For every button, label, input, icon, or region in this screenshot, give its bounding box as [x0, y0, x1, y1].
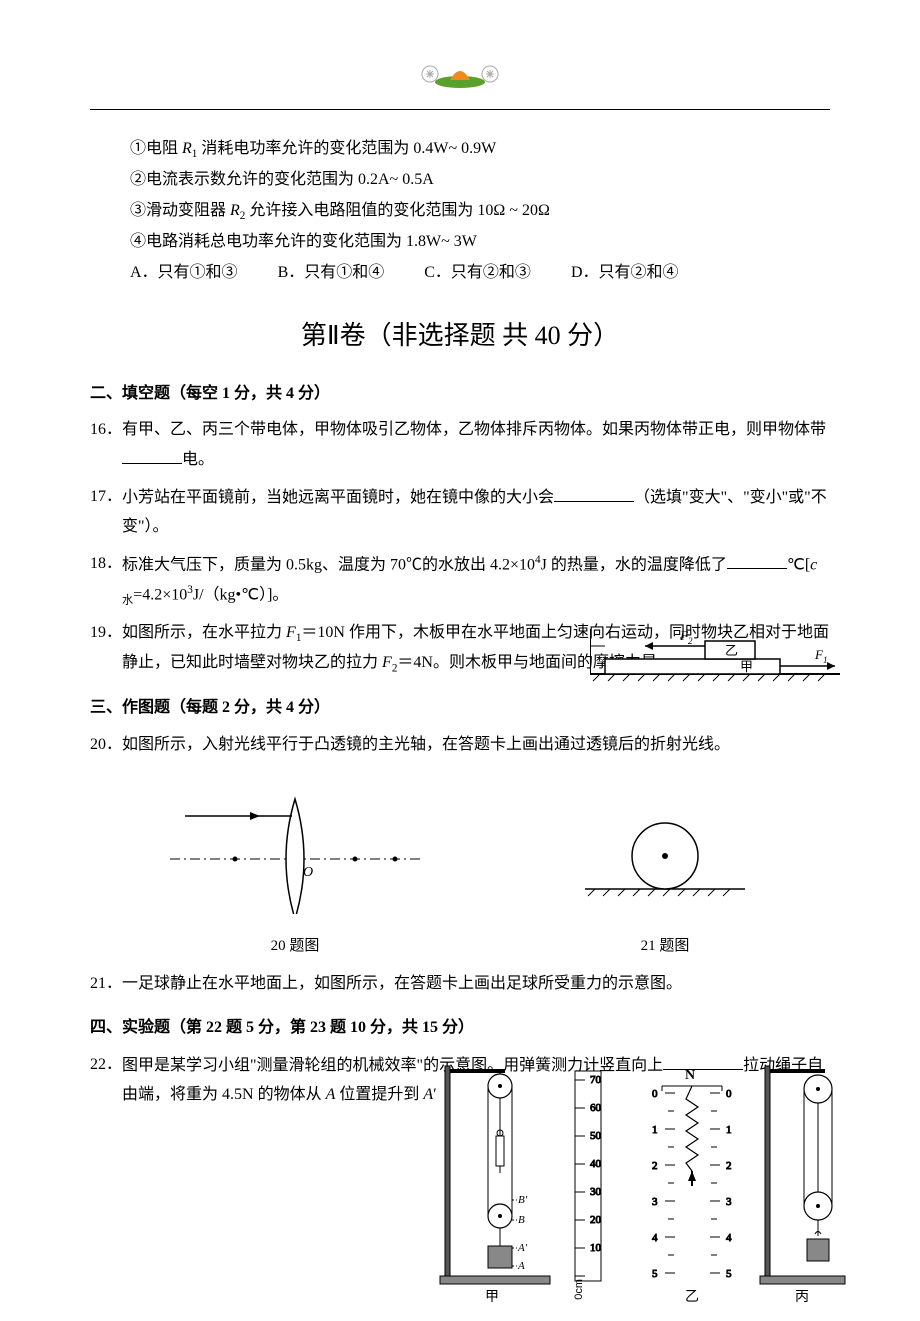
svg-text:1: 1 [726, 1124, 732, 1136]
svg-text:70: 70 [590, 1074, 602, 1086]
svg-text:B: B [518, 1214, 525, 1226]
section-2-title: 第Ⅱ卷（非选择题 共 40 分） [90, 313, 830, 360]
statement-1: ①电阻 R1 消耗电功率允许的变化范围为 0.4W~ 0.9W [130, 135, 830, 164]
figure-20-caption: 20 题图 [165, 933, 425, 960]
experiment-header: 四、实验题（第 22 题 5 分，第 23 题 10 分，共 15 分） [90, 1014, 830, 1043]
option-b: B．只有①和④ [278, 259, 385, 288]
svg-text:A: A [517, 1260, 525, 1272]
q17-text-a: 小芳站在平面镜前，当她远离平面镜时，她在镜中像的大小会 [122, 489, 554, 506]
svg-text:3: 3 [652, 1196, 658, 1208]
figure-21-caption: 21 题图 [575, 933, 755, 960]
svg-text:B′: B′ [518, 1194, 528, 1206]
question-20: 20． 如图所示，入射光线平行于凸透镜的主光轴，在答题卡上画出通过透镜后的折射光… [90, 731, 830, 760]
problem-15-statements: ①电阻 R1 消耗电功率允许的变化范围为 0.4W~ 0.9W ②电流表示数允许… [90, 135, 830, 288]
q16-body: 有甲、乙、丙三个带电体，甲物体吸引乙物体，乙物体排斥丙物体。如果丙物体带正电，则… [122, 416, 830, 475]
q22-apparatus-jia: B′ B A′ A 甲 [440, 1066, 550, 1305]
q22-label-jia: 甲 [485, 1290, 499, 1305]
question-17: 17． 小芳站在平面镜前，当她远离平面镜时，她在镜中像的大小会（选填"变大"、"… [90, 483, 830, 542]
q22-number: 22． [90, 1051, 122, 1110]
q22-label-yi: 乙 [685, 1289, 699, 1305]
svg-text:0: 0 [726, 1088, 732, 1100]
q22-figure: B′ B A′ A 甲 0cm 70 60 50 [430, 1051, 850, 1321]
q20-number: 20． [90, 731, 122, 760]
q20-label-O: O [303, 865, 313, 880]
statement-2: ②电流表示数允许的变化范围为 0.2A~ 0.5A [130, 166, 830, 195]
svg-text:0: 0 [652, 1088, 658, 1100]
option-c: C．只有②和③ [424, 259, 531, 288]
svg-text:10: 10 [590, 1242, 602, 1254]
statement-3: ③滑动变阻器 R2 允许接入电路阻值的变化范围为 10Ω ~ 20Ω [130, 197, 830, 226]
header-logo [90, 60, 830, 101]
q19-number: 19． [90, 619, 122, 679]
q19-label-jia: 甲 [740, 659, 753, 674]
q22-label-bing: 丙 [795, 1290, 809, 1305]
q18-blank [727, 550, 787, 569]
options-row: A．只有①和③ B．只有①和④ C．只有②和③ D．只有②和④ [130, 259, 830, 288]
q17-body: 小芳站在平面镜前，当她远离平面镜时，她在镜中像的大小会（选填"变大"、"变小"或… [122, 483, 830, 542]
q16-number: 16． [90, 416, 122, 475]
svg-text:N: N [685, 1068, 695, 1083]
q16-text-a: 有甲、乙、丙三个带电体，甲物体吸引乙物体，乙物体排斥丙物体。如果丙物体带正电，则… [122, 421, 826, 438]
question-16: 16． 有甲、乙、丙三个带电体，甲物体吸引乙物体，乙物体排斥丙物体。如果丙物体带… [90, 416, 830, 475]
svg-text:F2: F2 [679, 628, 693, 646]
q18-body: 标准大气压下，质量为 0.5kg、温度为 70℃的水放出 4.2×104J 的热… [122, 550, 830, 611]
svg-text:3: 3 [726, 1196, 732, 1208]
option-a: A．只有①和③ [130, 259, 238, 288]
svg-text:4: 4 [652, 1232, 658, 1244]
svg-text:4: 4 [726, 1232, 732, 1244]
q22-ruler: 0cm 70 60 50 40 30 20 10 [573, 1071, 602, 1300]
svg-text:60: 60 [590, 1102, 602, 1114]
svg-text:5: 5 [652, 1268, 658, 1280]
q22-spring-scale: N 0 0 1 1 2 2 3 3 4 4 5 5 [652, 1068, 732, 1305]
svg-text:F1: F1 [814, 647, 827, 665]
svg-text:5: 5 [726, 1268, 732, 1280]
q18-number: 18． [90, 550, 122, 611]
svg-text:0cm: 0cm [573, 1279, 585, 1300]
svg-text:2: 2 [726, 1160, 732, 1172]
question-18: 18． 标准大气压下，质量为 0.5kg、温度为 70℃的水放出 4.2×104… [90, 550, 830, 611]
fill-blanks-header: 二、填空题（每空 1 分，共 4 分） [90, 380, 830, 409]
question-22: 22． 图甲是某学习小组"测量滑轮组的机械效率"的示意图。用弹簧测力计竖直向上拉… [90, 1051, 830, 1110]
q22-apparatus-bing: 丙 [760, 1066, 845, 1305]
question-19: 19． 如图所示，在水平拉力 F1＝10N 作用下，木板甲在水平地面上匀速向右运… [90, 619, 830, 679]
svg-text:30: 30 [590, 1186, 602, 1198]
svg-text:A′: A′ [517, 1242, 528, 1254]
svg-text:1: 1 [652, 1124, 658, 1136]
q16-text-b: 电。 [182, 451, 214, 468]
option-d: D．只有②和④ [571, 259, 679, 288]
figures-20-21: O 20 题图 21 题图 [90, 784, 830, 960]
q20-text: 如图所示，入射光线平行于凸透镜的主光轴，在答题卡上画出通过透镜后的折射光线。 [122, 731, 830, 760]
q21-number: 21． [90, 970, 122, 999]
svg-text:40: 40 [590, 1158, 602, 1170]
q19-figure: 甲 乙 F2 F1 [590, 624, 850, 700]
statement-4: ④电路消耗总电功率允许的变化范围为 1.8W~ 3W [130, 228, 830, 257]
svg-text:20: 20 [590, 1214, 602, 1226]
q16-blank [122, 445, 182, 464]
q17-number: 17． [90, 483, 122, 542]
svg-text:2: 2 [652, 1160, 658, 1172]
figure-21: 21 题图 [575, 804, 755, 960]
figure-20: O 20 题图 [165, 784, 425, 960]
header-divider [90, 109, 830, 110]
q17-blank [554, 483, 634, 502]
q21-text: 一足球静止在水平地面上，如图所示，在答题卡上画出足球所受重力的示意图。 [122, 970, 830, 999]
question-21: 21． 一足球静止在水平地面上，如图所示，在答题卡上画出足球所受重力的示意图。 [90, 970, 830, 999]
q19-label-yi: 乙 [725, 643, 738, 658]
svg-text:50: 50 [590, 1130, 602, 1142]
